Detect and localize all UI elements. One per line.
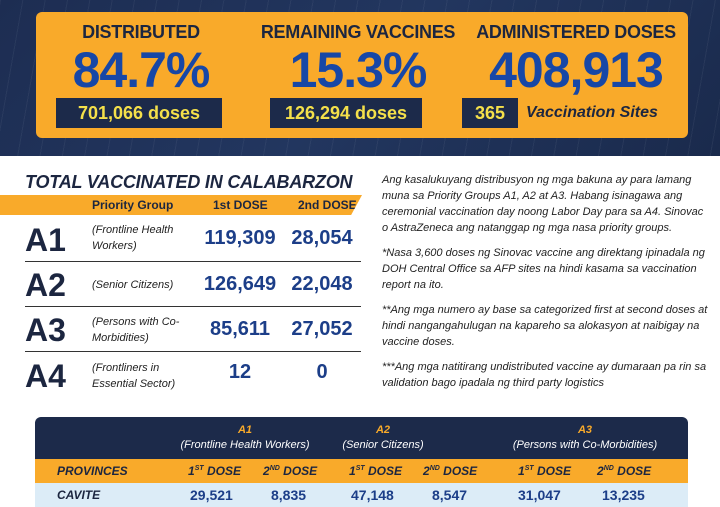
stats-panel: DISTRIBUTED 84.7% 701,066 doses REMAININ… — [36, 12, 688, 138]
province-row: CAVITE 29,521 8,835 47,148 8,547 31,047 … — [35, 483, 688, 507]
value: 29,521 — [190, 487, 233, 503]
sites-count: 365 — [462, 98, 518, 128]
total-row: A2 (Senior Citizens) 126,649 22,048 — [25, 262, 361, 307]
total-row: A4 (Frontliners in Essential Sector) 12 … — [25, 352, 361, 400]
stat-value: 84.7% — [72, 42, 211, 98]
first-dose: 119,309 — [204, 227, 276, 249]
group-desc: (Persons with Co-Morbidities) — [92, 316, 180, 344]
stat-value: 408,913 — [489, 42, 664, 98]
remaining-doses: 126,294 doses — [270, 98, 422, 128]
value: 13,235 — [602, 487, 645, 503]
value: 8,547 — [432, 487, 468, 503]
dose-1: 1ST DOSE — [518, 464, 571, 478]
group-code: A2 — [25, 267, 66, 303]
header-first: 1st DOSE — [213, 198, 268, 212]
distributed-doses: 701,066 doses — [56, 98, 222, 128]
note: **Ang mga numero ay base sa categorized … — [382, 304, 708, 348]
value: 47,148 — [351, 487, 394, 503]
total-title: TOTAL VACCINATED IN CALABARZON — [25, 172, 353, 192]
dose-1: 1ST DOSE — [188, 464, 241, 478]
dose-2: 2ND DOSE — [597, 464, 652, 478]
value: 8,835 — [271, 487, 307, 503]
notes: Ang kasalukuyang distribusyon ng mga bak… — [382, 172, 712, 400]
provinces-label: PROVINCES — [57, 464, 128, 478]
second-dose: 27,052 — [291, 318, 353, 340]
first-dose: 85,611 — [209, 318, 271, 340]
stat-label: REMAINING VACCINES — [260, 22, 456, 42]
first-dose: 126,649 — [203, 273, 277, 295]
second-dose: 0 — [316, 361, 328, 383]
stat-administered: ADMINISTERED DOSES 408,913 — [464, 12, 688, 95]
note: *Nasa 3,600 doses ng Sinovac vaccine ang… — [382, 247, 705, 291]
total-row: A3 (Persons with Co-Morbidities) 85,611 … — [25, 307, 361, 352]
group-desc: (Frontline Health Workers) — [92, 224, 174, 252]
group-code: A4 — [25, 358, 66, 394]
group-desc: (Senior Citizens) — [92, 279, 174, 291]
group-code: A3 — [25, 312, 66, 348]
dose-1: 1ST DOSE — [349, 464, 402, 478]
total-row: A1 (Frontline Health Workers) 119,309 28… — [25, 216, 361, 262]
total-header: Priority Group 1st DOSE 2nd DOSE — [0, 195, 362, 215]
stat-distributed: DISTRIBUTED 84.7% — [36, 12, 246, 95]
group-desc: (Senior Citizens) — [342, 439, 424, 451]
note: Ang kasalukuyang distribusyon ng mga bak… — [382, 174, 704, 234]
group-desc: (Frontliners in Essential Sector) — [92, 362, 176, 390]
header-second: 2nd DOSE — [298, 198, 357, 212]
note: ***Ang mga natitirang undistributed vacc… — [382, 361, 707, 389]
stat-remaining: REMAINING VACCINES 15.3% — [246, 12, 470, 95]
stat-label: ADMINISTERED DOSES — [476, 22, 676, 42]
second-dose: 28,054 — [291, 227, 353, 249]
hero-banner: DISTRIBUTED 84.7% 701,066 doses REMAININ… — [0, 0, 720, 156]
first-dose: 12 — [228, 361, 252, 383]
second-dose: 22,048 — [291, 273, 353, 295]
sites-label: Vaccination Sites — [526, 104, 658, 121]
group-code: A2 — [375, 424, 391, 436]
stat-label: DISTRIBUTED — [82, 22, 200, 42]
group-code: A1 — [25, 222, 66, 258]
stat-value: 15.3% — [289, 42, 428, 98]
dose-2: 2ND DOSE — [263, 464, 318, 478]
header-priority: Priority Group — [92, 198, 174, 212]
dose-header: PROVINCES 1ST DOSE 2ND DOSE 1ST DOSE 2ND… — [35, 459, 688, 483]
dose-2: 2ND DOSE — [423, 464, 478, 478]
group-desc: (Frontline Health Workers) — [180, 439, 310, 451]
group-header: A1 (Frontline Health Workers) A2 (Senior C… — [35, 417, 688, 459]
value: 31,047 — [518, 487, 561, 503]
province-name: CAVITE — [57, 488, 101, 502]
group-code: A3 — [577, 424, 593, 436]
group-desc: (Persons with Co-Morbidities) — [512, 439, 658, 451]
provinces-table: A1 (Frontline Health Workers) A2 (Senior C… — [35, 417, 688, 507]
group-code: A1 — [237, 424, 253, 436]
